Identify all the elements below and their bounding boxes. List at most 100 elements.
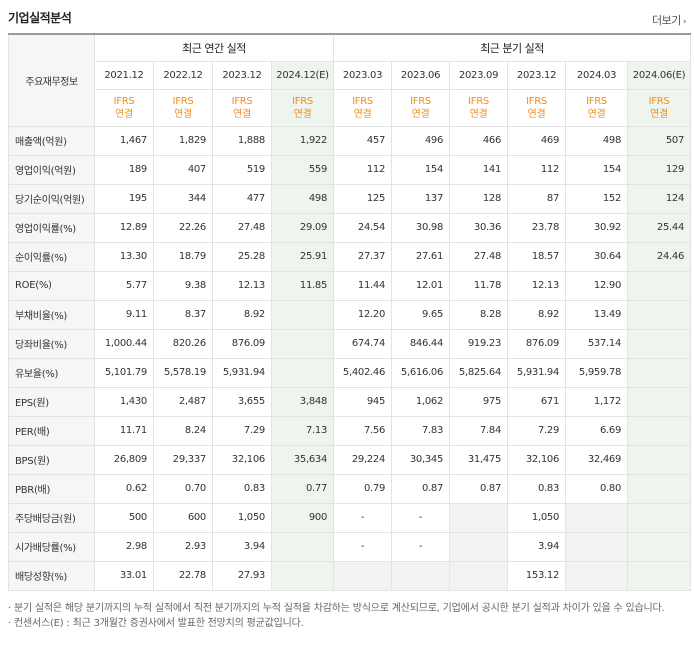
table-cell: 407 xyxy=(153,154,213,185)
table-cell: 6.69 xyxy=(565,415,629,446)
table-cell: 12.13 xyxy=(212,270,272,301)
period-header: 2023.03 xyxy=(333,60,393,90)
ifrs-top: IFRS xyxy=(648,95,670,107)
table-cell: 35,634 xyxy=(270,444,335,475)
table-cell: 18.57 xyxy=(507,241,567,272)
table-cell: 820.26 xyxy=(153,328,213,359)
table-cell: 5,931.94 xyxy=(507,357,567,388)
table-cell: 2,487 xyxy=(153,386,213,417)
table-cell: 477 xyxy=(212,183,272,214)
ifrs-top: IFRS xyxy=(231,95,253,107)
footnotes: · 분기 실적은 해당 분기까지의 누적 실적에서 직전 분기까지의 누적 실적… xyxy=(8,601,665,631)
table-cell: 846.44 xyxy=(391,328,451,359)
table-row: PBR(배) 0.62 0.70 0.83 0.77 0.79 0.87 0.87 0.83 0.… xyxy=(8,473,692,504)
table-cell: 8.92 xyxy=(507,299,567,330)
table-row: 영업이익률(%) 12.89 22.26 27.48 29.09 24.54 30.98 30… xyxy=(8,212,692,243)
period-header: 2023.09 xyxy=(449,60,509,90)
table-cell: 2.98 xyxy=(94,531,154,562)
table-cell: - xyxy=(333,502,393,533)
table-cell: 496 xyxy=(391,125,451,156)
financial-table: 주요재무정보 최근 연간 실적 최근 분기 실적 2021.12 2022.12 2… xyxy=(8,33,692,591)
table-cell xyxy=(270,328,335,359)
table-cell: 137 xyxy=(391,183,451,214)
table-cell: 29,337 xyxy=(153,444,213,475)
table-row: 매출액(억원) 1,467 1,829 1,888 1,922 457 496 466 469 4… xyxy=(8,125,692,156)
row-label: 매출액(억원) xyxy=(8,125,95,156)
table-cell xyxy=(270,560,335,591)
table-cell xyxy=(627,502,692,533)
ifrs-bottom: 연결 xyxy=(527,108,546,120)
table-cell xyxy=(627,531,692,562)
ifrs-bottom: 연결 xyxy=(115,108,133,120)
more-label[interactable]: 더보기 xyxy=(652,14,681,27)
row-label: 순이익률(%) xyxy=(8,241,95,272)
table-cell: 8.92 xyxy=(212,299,272,330)
table-cell xyxy=(627,270,692,301)
table-cell: - xyxy=(391,531,451,562)
ifrs-label: IFRS 연결 xyxy=(627,88,692,127)
ifrs-label: IFRS 연결 xyxy=(391,88,451,127)
table-cell: 3.94 xyxy=(507,531,567,562)
table-cell: 12.90 xyxy=(565,270,629,301)
table-cell: 22.26 xyxy=(153,212,213,243)
period-header: 2023.12 xyxy=(212,60,272,90)
table-cell: 5.77 xyxy=(94,270,154,301)
annual-header: 최근 연간 실적 xyxy=(93,33,335,62)
row-label: PER(배) xyxy=(8,415,95,446)
table-cell: 1,430 xyxy=(94,386,154,417)
table-cell: 0.79 xyxy=(333,473,393,504)
table-cell xyxy=(627,415,692,446)
table-cell: 9.11 xyxy=(94,299,154,330)
table-cell: 537.14 xyxy=(565,328,629,359)
table-cell: 5,616.06 xyxy=(391,357,451,388)
table-cell: 27.48 xyxy=(212,212,272,243)
table-cell xyxy=(449,531,509,562)
ifrs-label: IFRS 연결 xyxy=(507,88,567,127)
more-link[interactable]: 더보기 › xyxy=(652,12,687,28)
table-cell xyxy=(333,560,393,591)
row-label: 당좌비율(%) xyxy=(8,328,95,359)
table-cell xyxy=(270,299,335,330)
table-cell: 8.28 xyxy=(449,299,509,330)
table-cell: 876.09 xyxy=(507,328,567,359)
table-cell: 3,848 xyxy=(270,386,335,417)
table-cell: 1,888 xyxy=(212,125,272,156)
ifrs-top: IFRS xyxy=(172,95,194,107)
table-cell xyxy=(627,299,692,330)
table-cell: 1,922 xyxy=(270,125,335,156)
row-label: EPS(원) xyxy=(8,386,95,417)
table-cell: 11.85 xyxy=(270,270,335,301)
table-cell: 5,931.94 xyxy=(212,357,272,388)
table-cell: 13.30 xyxy=(94,241,154,272)
row-label: ROE(%) xyxy=(8,270,95,301)
table-cell xyxy=(565,531,629,562)
table-cell: 32,106 xyxy=(212,444,272,475)
table-cell: 22.78 xyxy=(153,560,213,591)
table-cell: 0.87 xyxy=(449,473,509,504)
table-cell: 900 xyxy=(270,502,335,533)
table-cell: 1,829 xyxy=(153,125,213,156)
period-header: 2021.12 xyxy=(94,60,154,90)
row-label: 배당성향(%) xyxy=(8,560,95,591)
table-row: 시가배당률(%) 2.98 2.93 3.94- -3.94 xyxy=(8,531,692,562)
table-row: 당좌비율(%) 1,000.44 820.26 876.09 674.74 846.44 9… xyxy=(8,328,692,359)
table-cell: 0.87 xyxy=(391,473,451,504)
table-row: PER(배) 11.71 8.24 7.29 7.13 7.56 7.83 7.84 7.29 6… xyxy=(8,415,692,446)
table-cell xyxy=(391,560,451,591)
table-row: EPS(원) 1,430 2,487 3,655 3,848 945 1,062 975 671… xyxy=(8,386,692,417)
table-cell: 26,809 xyxy=(94,444,154,475)
table-cell: 153.12 xyxy=(507,560,567,591)
ifrs-label: IFRS 연결 xyxy=(333,88,393,127)
table-cell: 125 xyxy=(333,183,393,214)
table-cell: 3.94 xyxy=(212,531,272,562)
row-label: 주당배당금(원) xyxy=(8,502,95,533)
table-cell: 7.83 xyxy=(391,415,451,446)
table-cell: 29.09 xyxy=(270,212,335,243)
ifrs-top: IFRS xyxy=(352,95,373,107)
table-cell: 8.37 xyxy=(153,299,213,330)
table-cell: 11.78 xyxy=(449,270,509,301)
table-cell: 7.56 xyxy=(333,415,393,446)
table-row: 부채비율(%) 9.11 8.37 8.92 12.20 9.65 8.28 8.92 13.4… xyxy=(8,299,692,330)
table-cell: 0.62 xyxy=(94,473,154,504)
table-row: 주당배당금(원) 500 600 1,050 900- -1,050 xyxy=(8,502,692,533)
